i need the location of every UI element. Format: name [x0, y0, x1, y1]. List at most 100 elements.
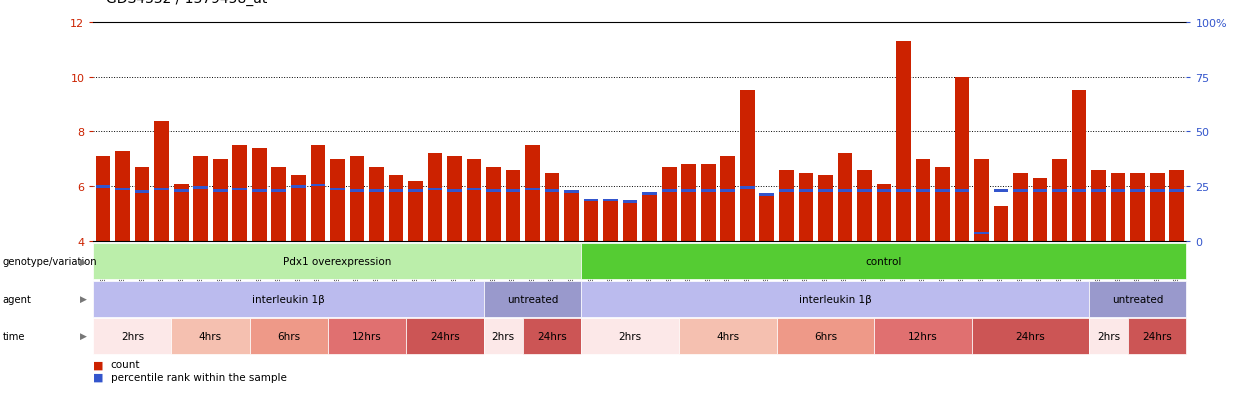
Bar	[251, 190, 266, 192]
Text: interleukin 1β: interleukin 1β	[253, 294, 325, 304]
Bar	[505, 171, 520, 242]
Bar	[1033, 190, 1047, 192]
Bar	[798, 173, 813, 242]
Bar	[447, 190, 462, 192]
Bar	[604, 201, 618, 242]
Text: agent: agent	[2, 294, 31, 304]
Bar	[487, 190, 500, 192]
Bar	[1072, 91, 1087, 242]
Bar	[857, 190, 872, 192]
Bar	[701, 190, 716, 192]
Bar	[467, 188, 482, 191]
Bar	[1130, 173, 1145, 242]
Bar	[1072, 190, 1087, 192]
Text: 6hrs: 6hrs	[276, 331, 300, 341]
Bar	[838, 190, 853, 192]
Text: ▶: ▶	[80, 257, 87, 266]
Bar	[915, 190, 930, 192]
Text: 24hrs: 24hrs	[1016, 331, 1046, 341]
Bar	[1092, 190, 1106, 192]
Bar	[1111, 190, 1125, 192]
Bar	[193, 187, 208, 190]
Text: Pdx1 overexpression: Pdx1 overexpression	[283, 256, 392, 267]
Bar	[564, 191, 579, 194]
Bar	[116, 151, 129, 242]
Bar	[174, 184, 188, 242]
Bar	[740, 91, 754, 242]
Bar	[876, 184, 891, 242]
Bar	[642, 192, 657, 195]
Bar	[233, 146, 247, 242]
Bar	[1052, 190, 1067, 192]
Text: 4hrs: 4hrs	[199, 331, 222, 341]
Bar	[251, 149, 266, 242]
Bar	[759, 194, 774, 197]
Bar	[525, 188, 540, 191]
Bar	[350, 157, 365, 242]
Bar	[564, 192, 579, 242]
Bar	[838, 154, 853, 242]
Bar	[447, 157, 462, 242]
Text: 2hrs: 2hrs	[121, 331, 144, 341]
Bar	[408, 190, 423, 192]
Bar	[1033, 179, 1047, 242]
Bar	[193, 157, 208, 242]
Text: ▶: ▶	[80, 332, 87, 340]
Text: 4hrs: 4hrs	[716, 331, 740, 341]
Bar	[154, 121, 169, 242]
Bar	[233, 188, 247, 191]
Bar	[701, 165, 716, 242]
Text: 24hrs: 24hrs	[537, 331, 566, 341]
Bar	[1130, 190, 1145, 192]
Text: 2hrs: 2hrs	[492, 331, 515, 341]
Bar	[174, 190, 188, 192]
Bar	[759, 195, 774, 242]
Bar	[350, 190, 365, 192]
Text: interleukin 1β: interleukin 1β	[799, 294, 871, 304]
Bar	[779, 171, 793, 242]
Bar	[1169, 190, 1184, 192]
Bar	[467, 159, 482, 242]
Bar	[134, 191, 149, 194]
Text: 6hrs: 6hrs	[814, 331, 837, 341]
Bar	[213, 190, 228, 192]
Bar	[291, 176, 306, 242]
Bar	[915, 159, 930, 242]
Bar	[369, 168, 383, 242]
Bar	[798, 190, 813, 192]
Bar	[1150, 190, 1164, 192]
Text: 24hrs: 24hrs	[430, 331, 459, 341]
Text: 24hrs: 24hrs	[1143, 331, 1172, 341]
Bar	[154, 188, 169, 191]
Bar	[525, 146, 540, 242]
Bar	[876, 190, 891, 192]
Text: genotype/variation: genotype/variation	[2, 256, 97, 267]
Bar	[994, 190, 1008, 192]
Bar	[974, 232, 989, 235]
Bar	[857, 171, 872, 242]
Bar	[213, 159, 228, 242]
Bar	[310, 146, 325, 242]
Text: time: time	[2, 331, 25, 341]
Text: 2hrs: 2hrs	[1097, 331, 1120, 341]
Bar	[116, 188, 129, 191]
Bar	[662, 190, 676, 192]
Text: control: control	[865, 256, 903, 267]
Bar	[330, 188, 345, 191]
Bar	[388, 176, 403, 242]
Bar	[779, 190, 793, 192]
Bar	[681, 190, 696, 192]
Bar	[545, 173, 559, 242]
Bar	[1052, 159, 1067, 242]
Bar	[740, 187, 754, 190]
Text: 12hrs: 12hrs	[908, 331, 937, 341]
Text: untreated: untreated	[1112, 294, 1163, 304]
Bar	[974, 159, 989, 242]
Bar	[1013, 190, 1028, 192]
Bar	[896, 42, 911, 242]
Bar	[994, 206, 1008, 242]
Bar	[935, 190, 950, 192]
Text: count: count	[111, 359, 141, 369]
Bar	[271, 168, 286, 242]
Bar	[584, 199, 599, 202]
